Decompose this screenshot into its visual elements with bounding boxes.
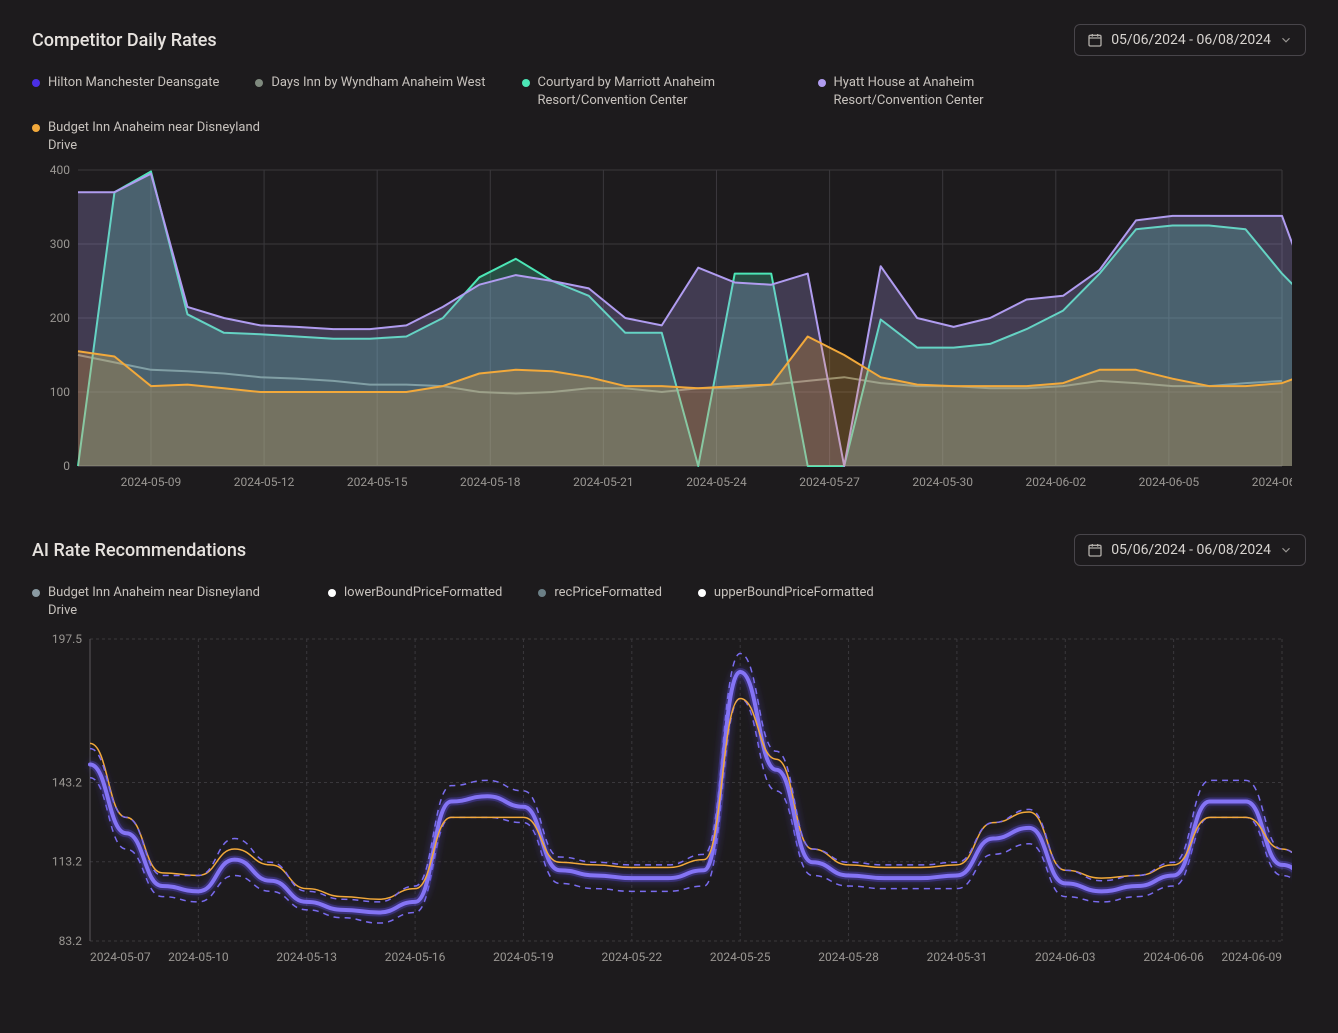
chevron-down-icon: [1279, 543, 1293, 557]
legend-item[interactable]: Days Inn by Wyndham Anaheim West: [255, 74, 485, 92]
svg-text:2024-05-28: 2024-05-28: [818, 950, 879, 964]
svg-text:2024-06-02: 2024-06-02: [1025, 475, 1086, 489]
svg-text:2024-05-16: 2024-05-16: [385, 950, 446, 964]
panel-header: AI Rate Recommendations 05/06/2024 - 06/…: [32, 534, 1306, 566]
legend-label: Courtyard by Marriott Anaheim Resort/Con…: [538, 74, 782, 109]
legend-dot: [818, 79, 826, 87]
competitor-rates-panel: Competitor Daily Rates 05/06/2024 - 06/0…: [32, 24, 1306, 498]
legend-label: Days Inn by Wyndham Anaheim West: [271, 74, 485, 92]
legend-item[interactable]: Hilton Manchester Deansgate: [32, 74, 219, 92]
legend-item[interactable]: Hyatt House at Anaheim Resort/Convention…: [818, 74, 1078, 109]
legend-dot: [32, 79, 40, 87]
legend-item[interactable]: recPriceFormatted: [538, 584, 662, 602]
legend-item[interactable]: lowerBoundPriceFormatted: [328, 584, 502, 602]
legend-dot: [538, 589, 546, 597]
svg-text:2024-05-19: 2024-05-19: [493, 950, 554, 964]
svg-text:2024-05-25: 2024-05-25: [710, 950, 771, 964]
svg-text:143.2: 143.2: [52, 776, 82, 790]
competitor-rates-chart[interactable]: 0 100 200 300 400 2024-05-09 2024-05-12 2024-05…: [32, 164, 1306, 498]
legend-item[interactable]: Budget Inn Anaheim near Disneyland Drive: [32, 119, 292, 154]
legend-label: Hyatt House at Anaheim Resort/Convention…: [834, 74, 1078, 109]
svg-text:2024-06-09: 2024-06-09: [1252, 475, 1292, 489]
svg-text:2024-05-27: 2024-05-27: [799, 475, 860, 489]
panel-header: Competitor Daily Rates 05/06/2024 - 06/0…: [32, 24, 1306, 56]
svg-text:2024-05-30: 2024-05-30: [912, 475, 973, 489]
date-range-label: 05/06/2024 - 06/08/2024: [1111, 542, 1271, 558]
legend-label: Hilton Manchester Deansgate: [48, 74, 219, 92]
svg-text:2024-05-15: 2024-05-15: [347, 475, 408, 489]
chart-legend: Budget Inn Anaheim near Disneyland Drive…: [32, 584, 1306, 619]
svg-text:2024-05-09: 2024-05-09: [121, 475, 182, 489]
legend-dot: [32, 124, 40, 132]
date-range-picker[interactable]: 05/06/2024 - 06/08/2024: [1074, 24, 1306, 56]
ai-recommendations-panel: AI Rate Recommendations 05/06/2024 - 06/…: [32, 534, 1306, 973]
legend-label: lowerBoundPriceFormatted: [344, 584, 502, 602]
ai-recommendations-chart[interactable]: 83.2 113.2 143.2 197.5 2024-05-07 2024-05-10 2…: [32, 629, 1306, 973]
svg-text:2024-05-07: 2024-05-07: [90, 950, 151, 964]
svg-text:2024-05-21: 2024-05-21: [573, 475, 634, 489]
date-range-label: 05/06/2024 - 06/08/2024: [1111, 32, 1271, 48]
panel-title: AI Rate Recommendations: [32, 540, 246, 561]
svg-text:113.2: 113.2: [52, 855, 82, 869]
chart-legend: Hilton Manchester Deansgate Days Inn by W…: [32, 74, 1306, 154]
svg-text:2024-05-12: 2024-05-12: [234, 475, 295, 489]
svg-text:2024-05-24: 2024-05-24: [686, 475, 747, 489]
legend-item[interactable]: Budget Inn Anaheim near Disneyland Drive: [32, 584, 292, 619]
svg-text:2024-05-31: 2024-05-31: [927, 950, 988, 964]
legend-dot: [698, 589, 706, 597]
chevron-down-icon: [1279, 33, 1293, 47]
svg-text:2024-05-13: 2024-05-13: [276, 950, 337, 964]
date-range-picker[interactable]: 05/06/2024 - 06/08/2024: [1074, 534, 1306, 566]
svg-text:300: 300: [50, 237, 70, 251]
legend-dot: [255, 79, 263, 87]
svg-text:197.5: 197.5: [52, 632, 82, 646]
legend-dot: [328, 589, 336, 597]
legend-item[interactable]: Courtyard by Marriott Anaheim Resort/Con…: [522, 74, 782, 109]
legend-label: Budget Inn Anaheim near Disneyland Drive: [48, 584, 292, 619]
svg-text:2024-06-09: 2024-06-09: [1221, 950, 1282, 964]
legend-dot: [32, 589, 40, 597]
svg-text:2024-05-22: 2024-05-22: [602, 950, 663, 964]
svg-text:2024-06-06: 2024-06-06: [1143, 950, 1204, 964]
svg-text:2024-06-05: 2024-06-05: [1139, 475, 1200, 489]
panel-title: Competitor Daily Rates: [32, 30, 217, 51]
svg-text:100: 100: [50, 385, 70, 399]
legend-dot: [522, 79, 530, 87]
svg-text:0: 0: [63, 459, 70, 473]
svg-text:400: 400: [50, 164, 70, 177]
svg-text:2024-06-03: 2024-06-03: [1035, 950, 1096, 964]
legend-label: upperBoundPriceFormatted: [714, 584, 874, 602]
svg-text:2024-05-10: 2024-05-10: [168, 950, 229, 964]
legend-label: Budget Inn Anaheim near Disneyland Drive: [48, 119, 292, 154]
svg-text:83.2: 83.2: [59, 934, 83, 948]
svg-text:200: 200: [50, 311, 70, 325]
legend-label: recPriceFormatted: [554, 584, 662, 602]
svg-text:2024-05-18: 2024-05-18: [460, 475, 521, 489]
calendar-icon: [1087, 542, 1103, 558]
legend-item[interactable]: upperBoundPriceFormatted: [698, 584, 874, 602]
calendar-icon: [1087, 32, 1103, 48]
